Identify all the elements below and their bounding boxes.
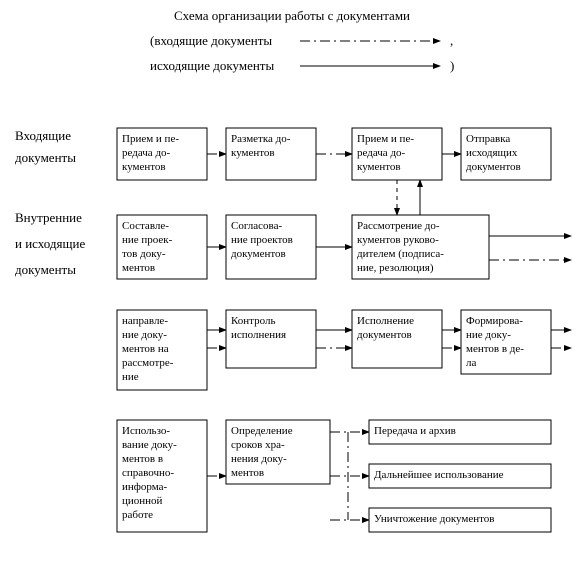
node-n14-line-0: Передача и архив <box>374 425 456 437</box>
node-n9: Контроль исполнения <box>226 310 316 368</box>
node-n8-line-2: ментов на <box>122 343 169 355</box>
node-n12-line-1: вание доку- <box>122 439 177 451</box>
node-n5: Составле-ние проек-тов доку-ментов <box>117 215 207 279</box>
row-label-incoming-1: Входящие <box>15 128 71 143</box>
node-n7-line-0: Рассмотрение до- <box>357 220 440 232</box>
node-n9-line-1: исполнения <box>231 329 286 341</box>
node-n12-line-4: информа- <box>122 481 168 493</box>
node-n4-line-0: Отправка <box>466 133 510 145</box>
node-n5-line-1: ние проек- <box>122 234 173 246</box>
node-n11-line-0: Формирова- <box>466 315 523 327</box>
row-label-internal-1: Внутренние <box>15 210 82 225</box>
node-n12-line-5: ционной <box>122 495 163 507</box>
node-n1-line-0: Прием и пе- <box>122 133 179 145</box>
node-n13-line-3: ментов <box>231 467 264 479</box>
node-n4-line-2: документов <box>466 161 521 173</box>
node-n11-line-2: ментов в де- <box>466 343 524 355</box>
node-n7-line-2: дителем (подписа- <box>357 248 444 260</box>
node-n6-line-1: ние проектов <box>231 234 293 246</box>
node-n11-line-1: ние доку- <box>466 329 511 341</box>
node-n8-line-4: ние <box>122 371 139 383</box>
node-n1: Прием и пе-редача до-кументов <box>117 128 207 180</box>
node-n8: направле-ние доку-ментов на рассмотре-ние <box>117 310 207 390</box>
node-n12: Использо-вание доку-ментов в справочно-ин… <box>117 420 207 532</box>
node-n4-line-1: исходящих <box>466 147 518 159</box>
node-n16-line-0: Уничтожение документов <box>374 513 494 525</box>
node-n2-line-1: кументов <box>231 147 275 159</box>
node-n12-line-0: Использо- <box>122 425 170 437</box>
node-n12-line-3: справочно- <box>122 467 174 479</box>
node-n3-line-1: редача до- <box>357 147 406 159</box>
node-n12-line-6: работе <box>122 509 153 521</box>
node-n13-line-1: сроков хра- <box>231 439 285 451</box>
node-n5-line-2: тов доку- <box>122 248 166 260</box>
node-n13: Определение сроков хра-нения доку-ментов <box>226 420 330 484</box>
row-label-internal-2: и исходящие <box>15 236 85 251</box>
row-label-incoming-2: документы <box>15 150 76 165</box>
node-n8-line-0: направле- <box>122 315 168 327</box>
node-n15-line-0: Дальнейшее использование <box>374 469 504 481</box>
node-n7-line-1: кументов руково- <box>357 234 439 246</box>
node-n2: Разметка до-кументов <box>226 128 316 180</box>
node-n15: Дальнейшее использование <box>369 464 551 488</box>
node-n1-line-1: редача до- <box>122 147 171 159</box>
node-n8-line-3: рассмотре- <box>122 357 174 369</box>
node-n3-line-2: кументов <box>357 161 401 173</box>
node-n10: Исполнение документов <box>352 310 442 368</box>
legend-outgoing-trail: ) <box>450 58 454 73</box>
node-n4: Отправка исходящих документов <box>461 128 551 180</box>
node-n11: Формирова-ние доку-ментов в де-ла <box>461 310 551 374</box>
diagram-title: Схема организации работы с документами <box>174 8 410 23</box>
node-n6-line-2: документов <box>231 248 286 260</box>
node-n3: Прием и пе-редача до-кументов <box>352 128 442 180</box>
node-n5-line-0: Составле- <box>122 220 169 232</box>
legend-incoming-label: (входящие документы <box>150 33 272 48</box>
node-n10-line-1: документов <box>357 329 412 341</box>
node-n12-line-2: ментов в <box>122 453 163 465</box>
legend-outgoing-label: исходящие документы <box>150 58 274 73</box>
node-n10-line-0: Исполнение <box>357 315 414 327</box>
node-n13-line-0: Определение <box>231 425 293 437</box>
node-n5-line-3: ментов <box>122 262 155 274</box>
node-n13-line-2: нения доку- <box>231 453 287 465</box>
legend-incoming-trail: , <box>450 33 453 48</box>
node-n3-line-0: Прием и пе- <box>357 133 414 145</box>
node-n2-line-0: Разметка до- <box>231 133 291 145</box>
node-n11-line-3: ла <box>466 357 476 369</box>
node-n6: Согласова-ние проектов документов <box>226 215 316 279</box>
flowchart: Схема организации работы с документами (… <box>0 0 584 575</box>
node-n14: Передача и архив <box>369 420 551 444</box>
node-n6-line-0: Согласова- <box>231 220 282 232</box>
node-n16: Уничтожение документов <box>369 508 551 532</box>
node-n7-line-3: ние, резолюция) <box>357 262 434 274</box>
row-label-internal-3: документы <box>15 262 76 277</box>
node-n8-line-1: ние доку- <box>122 329 167 341</box>
node-n7: Рассмотрение до-кументов руково-дителем … <box>352 215 489 279</box>
node-n1-line-2: кументов <box>122 161 166 173</box>
node-n9-line-0: Контроль <box>231 315 275 327</box>
